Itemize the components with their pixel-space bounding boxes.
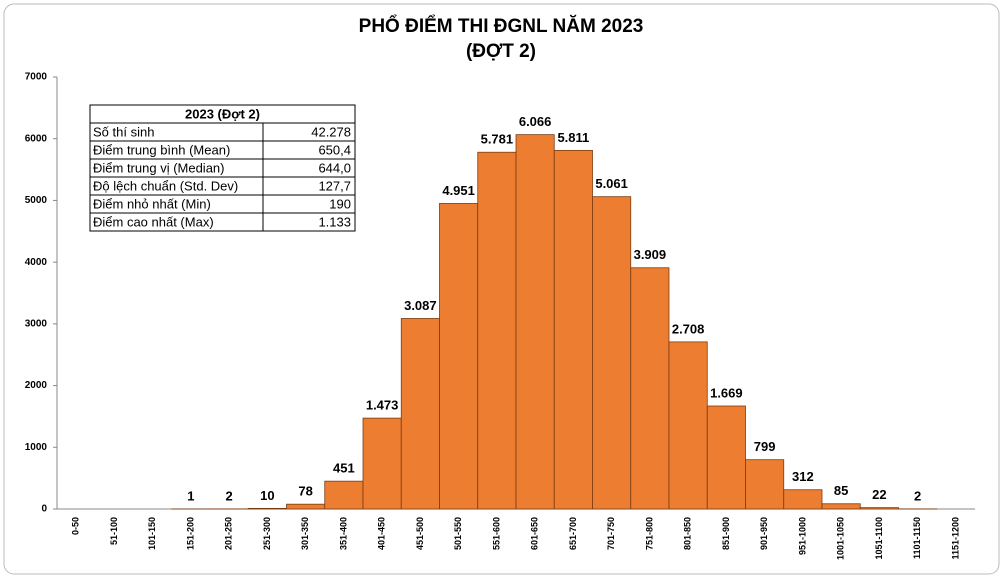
table-label: Điểm trung bình (Mean) [93, 142, 230, 157]
x-tick-label: 651-700 [568, 517, 578, 550]
x-tick-label: 201-250 [224, 517, 234, 550]
value-label: 10 [260, 488, 274, 503]
table-label: Số thí sinh [93, 124, 154, 139]
x-tick-label: 851-900 [721, 517, 731, 550]
y-tick-label: 3000 [25, 318, 48, 329]
y-tick-label: 0 [41, 504, 47, 515]
value-label: 2 [226, 488, 233, 503]
bar [439, 203, 479, 510]
value-label: 312 [792, 469, 814, 484]
bar [247, 507, 287, 510]
bar [706, 405, 746, 510]
bar [745, 459, 785, 510]
bar [553, 149, 593, 510]
bar [630, 267, 670, 510]
value-label: 799 [754, 439, 776, 454]
value-label: 4.951 [442, 183, 475, 198]
x-tick-label: 301-350 [300, 517, 310, 550]
table-label: Điểm cao nhất (Max) [93, 214, 214, 229]
x-tick-label: 951-1000 [797, 517, 807, 555]
x-tick-label: 901-950 [759, 517, 769, 550]
y-tick-label: 2000 [25, 380, 48, 391]
x-tick-label: 351-400 [338, 517, 348, 550]
x-tick-label: 101-150 [147, 517, 157, 550]
bar [286, 503, 326, 510]
bar [668, 341, 708, 510]
table-value: 650,4 [318, 142, 351, 157]
bar [515, 134, 555, 510]
table-label: Điểm nhỏ nhất (Min) [93, 196, 211, 211]
y-tick-label: 1000 [25, 442, 48, 453]
bar [859, 507, 899, 510]
table-value: 42.278 [311, 124, 351, 139]
value-label: 1.473 [366, 398, 399, 413]
bar [400, 318, 440, 510]
value-label: 1.669 [710, 385, 743, 400]
x-tick-label: 551-600 [491, 517, 501, 550]
x-tick-label: 251-300 [262, 517, 272, 550]
chart-title: PHỔ ĐIỂM THI ĐGNL NĂM 2023 [359, 15, 644, 37]
y-tick-label: 7000 [25, 72, 48, 83]
x-tick-label: 0-50 [71, 517, 81, 535]
value-label: 1 [187, 488, 194, 503]
table-label: Độ lệch chuẩn (Std. Dev) [93, 178, 238, 193]
table-label: Điểm trung vị (Median) [93, 160, 225, 175]
value-label: 5.781 [481, 132, 514, 147]
y-tick-label: 6000 [25, 133, 48, 144]
x-tick-label: 1101-1150 [912, 517, 922, 559]
value-label: 3.087 [404, 298, 437, 313]
y-tick-label: 4000 [25, 257, 48, 268]
x-tick-label: 751-800 [644, 517, 654, 550]
table-title: 2023 (Đợt 2) [185, 106, 260, 121]
value-label: 5.061 [595, 176, 628, 191]
bar [821, 503, 861, 510]
bar [324, 480, 364, 510]
bar [592, 196, 632, 510]
bar [783, 489, 823, 510]
x-tick-label: 401-450 [377, 517, 387, 550]
value-label: 6.066 [519, 114, 552, 129]
stats-table [89, 104, 356, 232]
x-tick-label: 1151-1200 [950, 517, 960, 560]
value-label: 451 [333, 461, 355, 476]
table-value: 127,7 [318, 178, 351, 193]
value-label: 3.909 [634, 247, 667, 262]
value-label: 85 [834, 483, 848, 498]
table-value: 644,0 [318, 160, 351, 175]
x-tick-label: 451-500 [415, 517, 425, 550]
x-tick-label: 1001-1050 [836, 517, 846, 560]
value-label: 2 [914, 488, 921, 503]
x-tick-label: 801-850 [683, 517, 693, 550]
value-label: 78 [298, 484, 312, 499]
x-tick-label: 151-200 [185, 517, 195, 550]
table-value: 1.133 [318, 214, 351, 229]
x-tick-label: 51-100 [109, 517, 119, 545]
bar [362, 417, 402, 510]
x-tick-label: 1051-1100 [874, 517, 884, 560]
x-tick-label: 601-650 [530, 517, 540, 550]
y-tick-label: 5000 [25, 195, 48, 206]
table-value: 190 [329, 196, 351, 211]
value-label: 5.811 [557, 130, 589, 145]
chart-subtitle: (ĐỢT 2) [466, 41, 536, 62]
value-label: 2.708 [672, 321, 705, 336]
value-label: 22 [872, 487, 886, 502]
x-tick-label: 501-550 [453, 517, 463, 550]
x-tick-label: 701-750 [606, 517, 616, 550]
bar [477, 151, 517, 510]
